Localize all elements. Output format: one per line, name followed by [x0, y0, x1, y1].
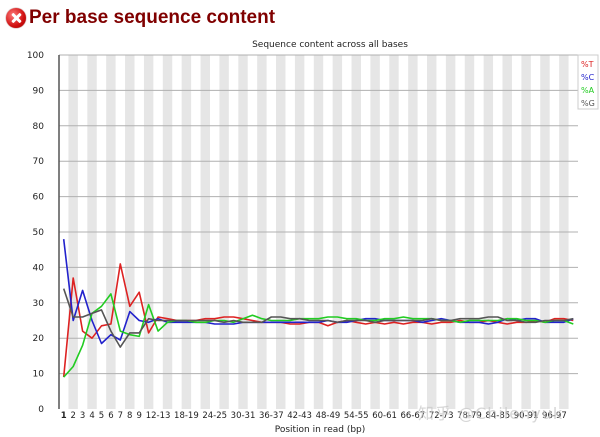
- y-tick-label: 50: [33, 228, 45, 238]
- x-tick-label: 24-25: [202, 411, 227, 421]
- x-tick-label: 9: [136, 411, 141, 421]
- y-tick-label: 80: [33, 122, 45, 132]
- x-tick-label: 3: [80, 411, 85, 421]
- module-header: Per base sequence content: [6, 4, 275, 32]
- x-axis-label: Position in read (bp): [275, 425, 366, 435]
- x-tick-label: 7: [118, 411, 123, 421]
- x-tick-label: 30-31: [231, 411, 256, 421]
- x-tick-label: 2: [70, 411, 75, 421]
- y-tick-label: 20: [33, 334, 45, 344]
- legend-item: %T: [581, 60, 594, 69]
- legend-item: %G: [581, 99, 595, 108]
- series-line-pct-A: [63, 293, 574, 378]
- y-axis: 0 10 20 30 40 50 60 70 80 90 100: [27, 51, 60, 415]
- series-line-pct-G: [62, 288, 574, 348]
- series-line-pct-C: [62, 239, 574, 345]
- y-tick-label: 90: [33, 86, 45, 96]
- gridlines: [59, 54, 578, 375]
- x-tick-label: 90-91: [514, 411, 539, 421]
- y-tick-label: 70: [33, 157, 45, 167]
- legend-item: %A: [581, 86, 595, 95]
- error-status-icon: [6, 8, 26, 28]
- x-tick-label: 66-67: [401, 411, 426, 421]
- x-tick-label: 84-85: [485, 411, 510, 421]
- x-tick-label: 12-13: [146, 411, 171, 421]
- x-axis: 1 2 3 4 5 6 7 8 9 12-13 18-19 24-25 30-31 36-37 42-43 4…: [61, 411, 567, 421]
- x-tick-label: 36-37: [259, 411, 284, 421]
- chart-title: Sequence content across all bases: [252, 40, 408, 50]
- x-tick-label: 4: [89, 411, 94, 421]
- x-tick-label: 78-79: [457, 411, 482, 421]
- x-tick-label: 5: [99, 411, 104, 421]
- x-tick-label: 1: [61, 411, 67, 421]
- x-tick-label: 48-49: [316, 411, 341, 421]
- x-tick-label: 96-97: [542, 411, 567, 421]
- x-tick-label: 54-55: [344, 411, 369, 421]
- y-tick-label: 0: [38, 405, 44, 415]
- watermark: 知乎 @Chilenyuk: [418, 404, 564, 423]
- y-tick-label: 10: [33, 370, 45, 380]
- y-tick-label: 40: [33, 263, 45, 273]
- legend-box: [577, 54, 599, 110]
- series-lines: [62, 239, 574, 378]
- x-tick-label: 8: [127, 411, 132, 421]
- x-tick-label: 18-19: [174, 411, 199, 421]
- x-tick-label: 72-73: [429, 411, 454, 421]
- x-tick-label: 60-61: [372, 411, 397, 421]
- y-tick-label: 100: [27, 51, 44, 61]
- legend: %T %C %A %G: [577, 54, 599, 110]
- x-tick-label: 42-43: [287, 411, 312, 421]
- module-title: Per base sequence content: [29, 7, 276, 28]
- x-tick-label: 6: [108, 411, 113, 421]
- y-tick-label: 60: [33, 193, 45, 203]
- legend-item: %C: [581, 73, 595, 82]
- y-tick-label: 30: [33, 299, 45, 309]
